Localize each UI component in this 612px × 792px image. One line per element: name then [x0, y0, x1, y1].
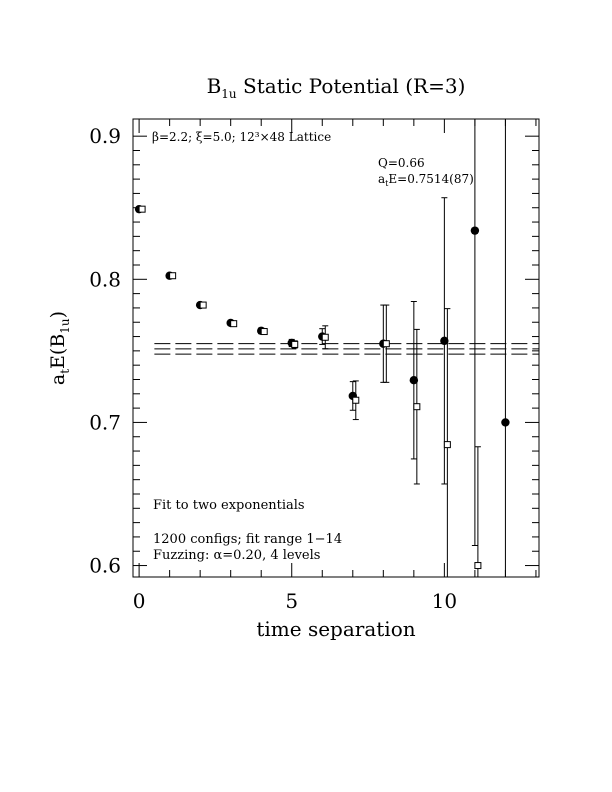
x-axis-label: time separation	[256, 617, 415, 641]
open-square-point	[474, 562, 482, 570]
filled-circle-point	[470, 226, 480, 235]
x-axis-ticks: 0 5 10	[133, 119, 537, 613]
x-tick-label: 10	[432, 589, 457, 613]
x-tick-label: 0	[133, 589, 146, 613]
y-tick-label: 0.6	[89, 554, 121, 578]
open-square-point	[291, 340, 299, 348]
open-square-point	[443, 441, 451, 449]
y-tick-label: 0.9	[89, 124, 121, 148]
open-square-point	[413, 403, 421, 411]
filled-circle-point	[501, 418, 510, 427]
x-tick-label: 5	[285, 589, 298, 613]
data-layer	[134, 119, 510, 577]
open-square-point	[321, 333, 329, 341]
filled-circle-point	[440, 336, 449, 346]
y-axis-label: atE(B1u)	[47, 311, 72, 385]
open-square-point	[199, 301, 207, 309]
energy-annotation: atE=0.7514(87)	[378, 172, 474, 188]
y-tick-label: 0.7	[89, 410, 121, 434]
open-square-point	[352, 396, 360, 404]
q-annotation: Q=0.66	[378, 156, 425, 170]
chart-title: B1u Static Potential (R=3)	[207, 74, 466, 101]
configs-annotation: 1200 configs; fit range 1−14	[153, 532, 342, 547]
open-square-point	[230, 320, 238, 328]
fit-annotation: Fit to two exponentials	[153, 498, 305, 513]
open-square-point	[169, 272, 177, 280]
open-square-point	[382, 340, 390, 348]
y-tick-label: 0.8	[89, 267, 121, 291]
lattice-annotation: β=2.2; ξ=5.0; 12³×48 Lattice	[152, 130, 331, 144]
y-axis-ticks: 0.6 0.7 0.8 0.9	[89, 124, 539, 578]
open-square-point	[260, 328, 268, 336]
fit-band	[154, 343, 539, 355]
open-square-point	[138, 205, 146, 213]
filled-circle-point	[409, 376, 419, 385]
plot-frame	[132, 118, 540, 578]
fuzzing-annotation: Fuzzing: α=0.20, 4 levels	[153, 548, 320, 563]
